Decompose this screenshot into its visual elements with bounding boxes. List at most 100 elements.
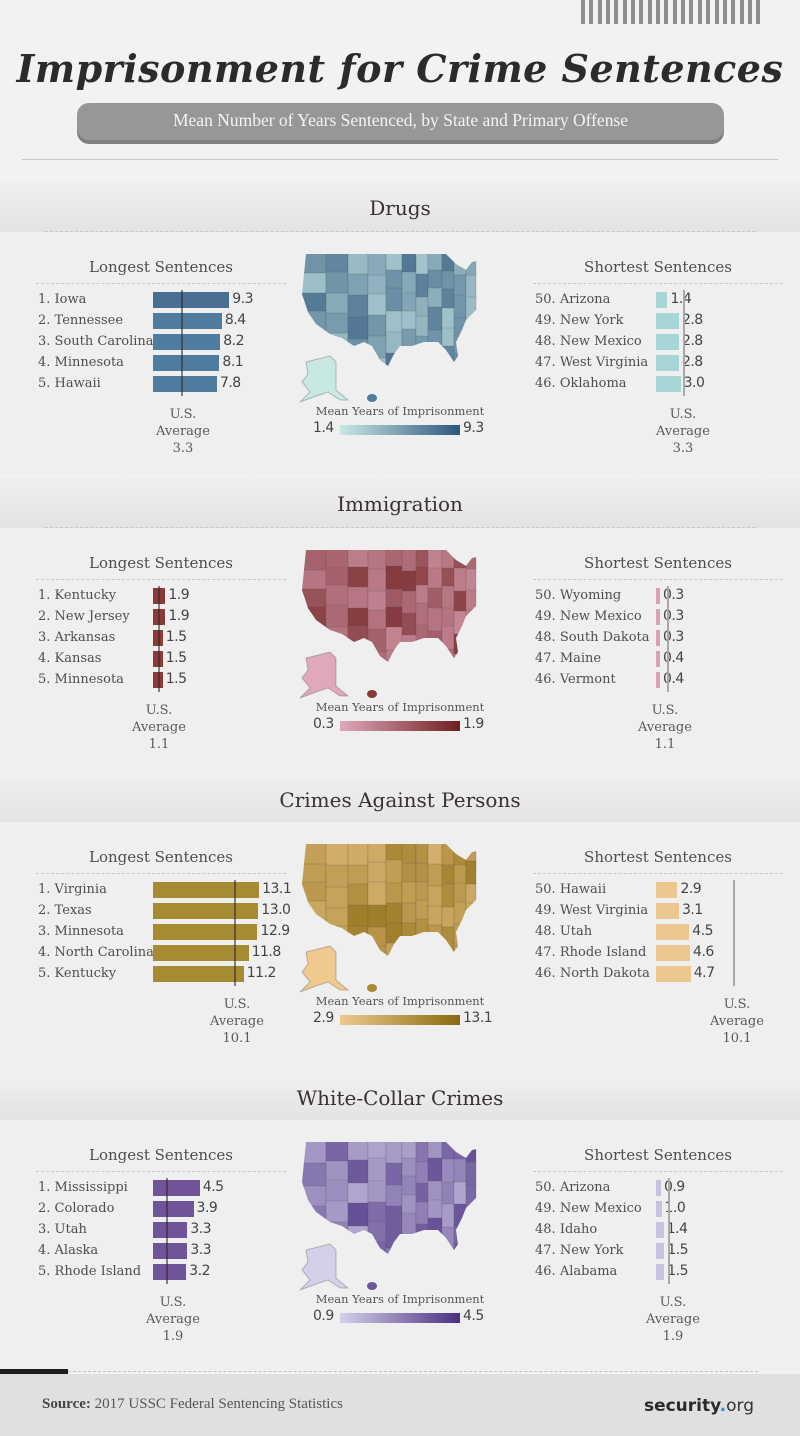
shortest-sentences-panel: Shortest Sentences 50. Arizona 0.9 49. New … [533,1146,783,1344]
ranking-list: 50. Wyoming 0.3 49. New Mexico 0.3 48. South… [533,586,783,692]
value-bar [656,609,660,625]
us-label: U.S. [669,407,697,422]
legend-gradient [340,425,460,435]
rank: 47. [535,651,556,666]
us-choropleth-map [299,842,477,993]
state-label: 5. Minnesota [38,672,124,687]
brand-name: security [643,1396,720,1416]
barcode-stripe [639,0,644,24]
us-label: U.S. [659,1295,687,1310]
value-label: 13.0 [261,902,291,918]
value-bar [153,651,163,667]
us-label: U.S. [723,997,751,1012]
hawaii-shape [367,690,377,698]
state-label: 48. South Dakota [535,630,650,645]
divider [36,579,286,580]
us-average-label: U.S. Average 1.9 [133,1294,213,1345]
us-average-line [158,586,160,692]
ranking-row: 1. Mississippi 4.5 [36,1178,286,1199]
ranking-row: 47. West Virginia 2.8 [533,353,783,374]
rank: 2. [38,313,51,328]
value-label: 1.4 [666,1221,688,1237]
ranking-row: 5. Rhode Island 3.2 [36,1262,286,1283]
rank: 1. [38,1180,51,1195]
value-bar [153,966,244,982]
value-bar [656,1201,662,1217]
us-average-label: U.S. Average 10.1 [197,996,277,1047]
ranking-row: 3. Minnesota 12.9 [36,922,290,943]
rank: 47. [535,1243,556,1258]
state-name: Wyoming [559,588,622,603]
us-label: U.S. [159,1295,187,1310]
state-label: 46. Oklahoma [535,376,627,391]
section-title: White-Collar Crimes [296,1086,504,1110]
hawaii-shape [367,394,377,402]
value-bar [656,966,691,982]
average-label: Average [710,1014,764,1029]
state-name: Arizona [559,292,611,307]
state-name: Rhode Island [559,945,647,960]
value-bar [656,334,679,350]
state-name: Vermont [559,672,616,687]
us-label: U.S. [169,407,197,422]
value-bar [153,672,163,688]
map-container [296,546,516,706]
average-value: 10.1 [722,1031,752,1046]
shortest-sentences-panel: Shortest Sentences 50. Hawaii 2.9 49. West … [533,848,783,1046]
panel-title: Longest Sentences [89,848,233,866]
value-label: 12.9 [260,923,290,939]
rank: 48. [535,924,556,939]
section-white-collar-crimes: Longest Sentences 1. Mississippi 4.5 2. Col… [0,1120,800,1370]
us-choropleth-map [299,252,477,403]
ranking-row: 49. New Mexico 1.0 [533,1199,783,1220]
state-label: 50. Arizona [535,1180,610,1195]
rank: 50. [535,1180,556,1195]
alaska-shape [299,1243,350,1291]
ranking-list: 1. Kentucky 1.9 2. New Jersey 1.9 3. Arkansa… [36,586,286,692]
state-label: 4. North Carolina [38,945,154,960]
us-average-line [733,880,735,986]
legend-max-value: 13.1 [463,1010,493,1026]
state-name: Minnesota [54,924,124,939]
legend-min-value: 0.3 [313,716,334,732]
value-label: 3.3 [190,1221,212,1237]
rank: 1. [38,882,51,897]
us-label: U.S. [223,997,251,1012]
brand-tld: org [726,1396,754,1416]
state-name: Alabama [559,1264,618,1279]
value-bar [656,313,679,329]
divider [36,1171,286,1172]
value-label: 2.8 [681,354,703,370]
ranking-row: 46. Alabama 1.5 [533,1262,783,1283]
state-name: Minnesota [54,355,124,370]
map-container [296,1138,516,1298]
barcode-stripe [731,0,736,24]
state-label: 4. Minnesota [38,355,124,370]
value-bar [656,588,660,604]
state-label: 46. North Dakota [535,966,650,981]
state-name: Kentucky [54,588,117,603]
state-name: North Dakota [559,966,650,981]
state-label: 48. Utah [535,924,592,939]
value-label: 7.8 [219,375,241,391]
ranking-list: 50. Hawaii 2.9 49. West Virginia 3.1 48. Uta… [533,880,783,986]
ranking-row: 2. Colorado 3.9 [36,1199,286,1220]
state-name: Maine [559,651,602,666]
value-bar [656,882,678,898]
state-name: Texas [54,903,92,918]
section-title: Immigration [337,492,463,516]
rank: 5. [38,1264,51,1279]
ranking-list: 1. Mississippi 4.5 2. Colorado 3.9 3. Utah 3.… [36,1178,286,1284]
source-text: 2017 USSC Federal Sentencing Statistics [94,1396,343,1412]
legend-gradient [340,1313,460,1323]
page-title: Imprisonment for Crime Sentences [16,46,784,91]
value-label: 8.2 [223,333,244,349]
ranking-row: 5. Kentucky 11.2 [36,964,286,985]
ranking-row: 46. Oklahoma 3.0 [533,374,783,395]
source-citation: Source: 2017 USSC Federal Sentencing Sta… [42,1396,343,1413]
shortest-sentences-panel: Shortest Sentences 50. Arizona 1.4 49. New … [533,258,783,456]
value-bar [656,1243,665,1259]
average-label: Average [656,424,710,439]
value-bar [153,376,217,392]
average-label: Average [146,1312,200,1327]
